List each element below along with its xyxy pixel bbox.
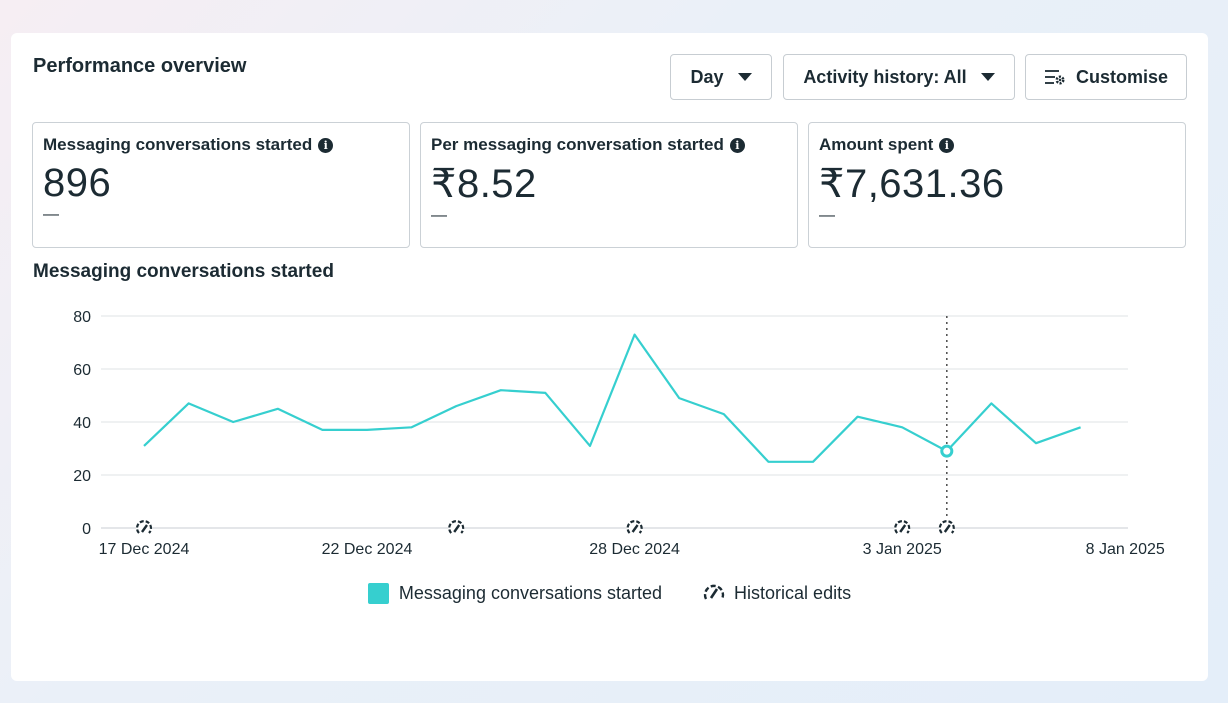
series-line	[143, 333, 1081, 463]
y-tick-label: 80	[73, 309, 91, 326]
customise-icon	[1044, 70, 1065, 85]
metric-delta: —	[431, 207, 447, 224]
metric-delta: —	[43, 206, 59, 223]
legend-series-label: Messaging conversations started	[398, 582, 663, 603]
chart-title: Messaging conversations started	[33, 261, 334, 282]
metric-label-wrap: Per messaging conversation started i	[431, 135, 787, 155]
legend-swatch	[367, 582, 389, 604]
x-tick-label: 3 Jan 2025	[863, 541, 942, 558]
historical-edit-icon	[703, 584, 725, 600]
metric-label: Amount spent	[819, 135, 934, 154]
metric-label-wrap: Amount spent i	[819, 135, 1175, 155]
historical-edit-marker[interactable]	[894, 520, 911, 536]
info-icon[interactable]: i	[729, 137, 745, 153]
page-title: Performance overview	[33, 55, 247, 77]
metric-delta: —	[819, 207, 835, 224]
metric-value: ₹7,631.36	[819, 162, 1005, 206]
metric-value: 896	[43, 161, 112, 205]
day-dropdown[interactable]: Day	[670, 54, 772, 100]
y-tick-label: 0	[82, 521, 91, 538]
metric-label-wrap: Messaging conversations started i	[43, 135, 399, 155]
highlight-point	[940, 444, 954, 458]
x-tick-label: 22 Dec 2024	[322, 541, 413, 558]
x-tick-label: 17 Dec 2024	[99, 541, 190, 558]
metric-label: Per messaging conversation started	[431, 135, 724, 154]
historical-edit-marker[interactable]	[135, 520, 153, 536]
x-tick-label: 8 Jan 2025	[1086, 541, 1165, 558]
customise-button[interactable]: Customise	[1025, 54, 1187, 100]
chevron-down-icon	[980, 73, 995, 81]
metric-card-amount-spent[interactable]: Amount spent i ₹7,631.36 —	[808, 122, 1186, 248]
activity-history-label: Activity history: All	[803, 66, 967, 87]
metric-card-cost-per-conversation[interactable]: Per messaging conversation started i ₹8.…	[420, 122, 798, 248]
chart-legend: Messaging conversations started Historic…	[11, 582, 1208, 604]
info-icon[interactable]: i	[939, 137, 955, 153]
legend-item-series[interactable]: Messaging conversations started	[367, 582, 663, 604]
info-icon[interactable]: i	[318, 137, 334, 153]
x-tick-label: 28 Dec 2024	[589, 541, 680, 558]
legend-item-edits[interactable]: Historical edits	[702, 582, 851, 604]
historical-edit-marker[interactable]	[938, 520, 955, 536]
y-tick-label: 60	[73, 362, 91, 379]
line-chart[interactable]: 0 20 40 60 80 17 Dec 2024 22 Dec 2024 28 Dec 20…	[11, 33, 1208, 573]
y-tick-label: 40	[73, 415, 91, 432]
y-tick-label: 20	[73, 468, 91, 485]
activity-history-dropdown[interactable]: Activity history: All	[783, 54, 1015, 100]
metric-value: ₹8.52	[431, 162, 537, 206]
legend-edits-label: Historical edits	[734, 582, 852, 603]
customise-label: Customise	[1075, 66, 1169, 87]
performance-card: Performance overview Day Activity histor…	[11, 33, 1208, 681]
day-dropdown-label: Day	[690, 66, 724, 87]
metric-label: Messaging conversations started	[43, 135, 313, 154]
chevron-down-icon	[737, 73, 752, 81]
historical-edit-marker[interactable]	[448, 520, 465, 536]
metric-card-conversations[interactable]: Messaging conversations started i 896 —	[32, 122, 410, 248]
historical-edit-marker[interactable]	[626, 520, 643, 536]
